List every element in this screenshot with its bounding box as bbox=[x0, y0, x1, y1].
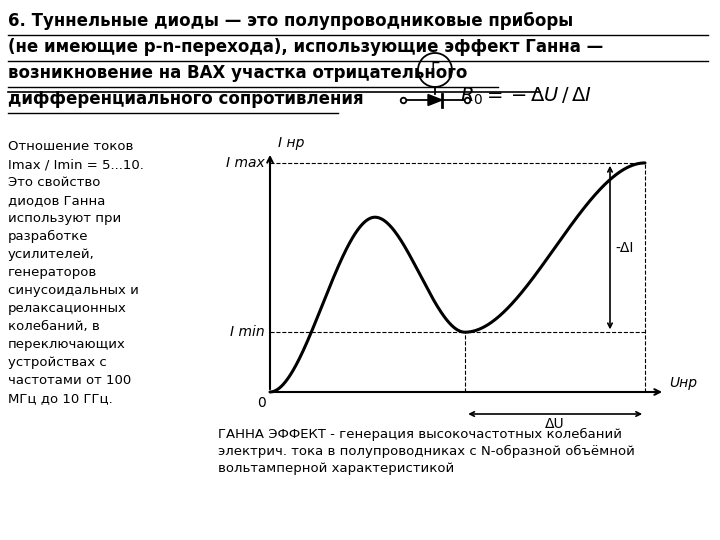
Text: Это свойство: Это свойство bbox=[8, 176, 100, 189]
Text: электрич. тока в полупроводниках с N-образной объёмной: электрич. тока в полупроводниках с N-обр… bbox=[218, 445, 635, 458]
Text: Г: Г bbox=[431, 62, 440, 77]
Text: вольтамперной характеристикой: вольтамперной характеристикой bbox=[218, 462, 454, 475]
Text: устройствах с: устройствах с bbox=[8, 356, 107, 369]
Text: используют при: используют при bbox=[8, 212, 121, 225]
Polygon shape bbox=[428, 94, 442, 105]
Text: 0: 0 bbox=[257, 396, 266, 410]
Text: Uнр: Uнр bbox=[669, 376, 697, 390]
Text: диодов Ганна: диодов Ганна bbox=[8, 194, 105, 207]
Text: I max: I max bbox=[226, 156, 265, 170]
Text: I нр: I нр bbox=[278, 136, 305, 150]
Text: генераторов: генераторов bbox=[8, 266, 97, 279]
Text: МГц до 10 ГГц.: МГц до 10 ГГц. bbox=[8, 392, 113, 405]
Text: разработке: разработке bbox=[8, 230, 89, 243]
Text: -ΔI: -ΔI bbox=[615, 240, 634, 254]
Text: частотами от 100: частотами от 100 bbox=[8, 374, 131, 387]
Text: Отношение токов: Отношение токов bbox=[8, 140, 133, 153]
Text: $R_0 = -\Delta U\,/\,\Delta I$: $R_0 = -\Delta U\,/\,\Delta I$ bbox=[460, 86, 592, 107]
Text: синусоидальных и: синусоидальных и bbox=[8, 284, 139, 297]
Text: возникновение на ВАХ участка отрицательного: возникновение на ВАХ участка отрицательн… bbox=[8, 64, 467, 82]
Text: дифференциального сопротивления: дифференциального сопротивления bbox=[8, 90, 364, 108]
Text: переключающих: переключающих bbox=[8, 338, 126, 351]
Text: ΔU: ΔU bbox=[545, 417, 565, 431]
Text: Imax / Imin = 5...10.: Imax / Imin = 5...10. bbox=[8, 158, 144, 171]
Text: колебаний, в: колебаний, в bbox=[8, 320, 100, 333]
Text: релаксационных: релаксационных bbox=[8, 302, 127, 315]
Text: I min: I min bbox=[230, 325, 265, 339]
Text: 6. Туннельные диоды — это полупроводниковые приборы: 6. Туннельные диоды — это полупроводнико… bbox=[8, 12, 573, 30]
Text: усилителей,: усилителей, bbox=[8, 248, 95, 261]
Text: (не имеющие р-n-перехода), использующие эффект Ганна —: (не имеющие р-n-перехода), использующие … bbox=[8, 38, 603, 56]
Text: ГАННА ЭФФЕКТ - генерация высокочастотных колебаний: ГАННА ЭФФЕКТ - генерация высокочастотных… bbox=[218, 428, 622, 441]
